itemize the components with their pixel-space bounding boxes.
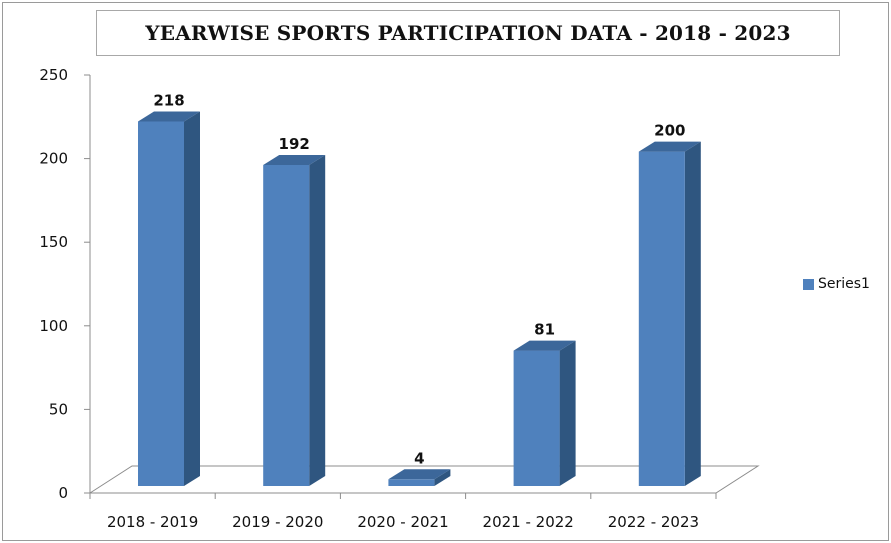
y-tick-label: 0 (58, 484, 68, 502)
bar (513, 350, 560, 486)
bar-side (684, 141, 701, 486)
y-tick-label: 200 (39, 150, 68, 168)
bar (638, 151, 685, 486)
bar-side (184, 111, 200, 486)
bar-top (388, 469, 451, 480)
bar (138, 121, 184, 486)
chart-title-box: YEARWISE SPORTS PARTICIPATION DATA - 201… (96, 10, 840, 56)
chart-title: YEARWISE SPORTS PARTICIPATION DATA - 201… (145, 21, 791, 45)
bar-top (513, 340, 576, 351)
bar-side (434, 469, 451, 486)
y-tick-label: 150 (39, 233, 68, 251)
data-label: 192 (279, 135, 310, 153)
data-label: 218 (153, 92, 184, 110)
data-label: 81 (534, 321, 555, 339)
y-tick-label: 50 (49, 400, 68, 418)
y-tick-label: 100 (39, 317, 68, 335)
legend: Series1 (803, 276, 870, 292)
legend-swatch (803, 278, 814, 290)
x-tick-label: 2020 - 2021 (357, 513, 448, 531)
bar-top (138, 111, 200, 122)
bar-side (309, 154, 326, 486)
y-tick-label: 250 (39, 66, 68, 84)
bar (263, 164, 310, 486)
bar-top (638, 141, 701, 152)
bar (388, 479, 435, 486)
x-tick-label: 2021 - 2022 (483, 513, 574, 531)
bar-side (559, 340, 576, 486)
data-label: 200 (654, 122, 685, 140)
bar-top (263, 154, 326, 165)
legend-label: Series1 (818, 276, 870, 292)
x-tick-label: 2022 - 2023 (608, 513, 699, 531)
x-tick-label: 2019 - 2020 (232, 513, 323, 531)
x-tick-label: 2018 - 2019 (107, 513, 198, 531)
data-label: 4 (414, 449, 424, 467)
